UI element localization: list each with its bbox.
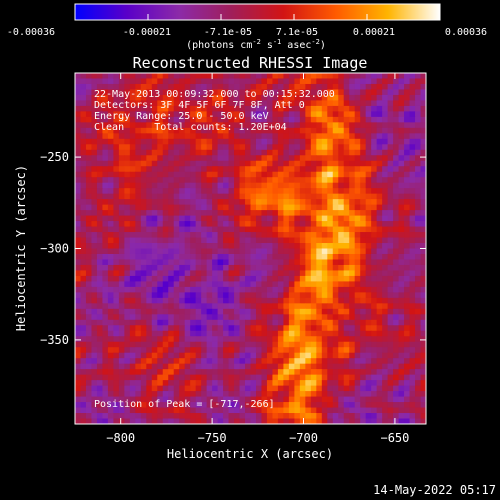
x-axis-label: Heliocentric X (arcsec) — [167, 447, 333, 461]
colorbar-tick-label: 0.00021 — [353, 27, 395, 38]
footer-timestamp: 14-May-2022 05:17 — [373, 483, 496, 497]
annotation-counts: Clean Total counts: 1.20E+04 — [94, 122, 287, 133]
annotation-peak-position: Position of Peak = [-717,-266] — [94, 399, 275, 410]
y-axis-label: Heliocentric Y (arcsec) — [14, 165, 28, 331]
colorbar — [74, 3, 441, 21]
x-axis-ticks: −800 −750 −700 −650 — [106, 73, 409, 445]
x-tick-label: −700 — [289, 431, 318, 445]
colorbar-tick-label: -0.00036 — [7, 27, 55, 38]
x-tick-label: −800 — [106, 431, 135, 445]
x-tick-label: −750 — [198, 431, 227, 445]
colorbar-tick-label: -0.00021 — [123, 27, 171, 38]
chart-title: Reconstructed RHESSI Image — [133, 54, 368, 72]
x-tick-label: −650 — [380, 431, 409, 445]
y-tick-label: −250 — [40, 150, 69, 164]
colorbar-tick-label: -7.1e-05 — [204, 27, 252, 38]
colorbar-tick-label: 7.1e-05 — [276, 27, 318, 38]
colorbar-units: (photons cm-2 s-1 asec-2) — [186, 38, 326, 51]
colorbar-tick-label: 0.00036 — [445, 27, 487, 38]
colorbar-ticks — [74, 14, 441, 20]
heatmap-image — [75, 73, 426, 424]
y-axis-ticks: −250 −300 −350 — [40, 150, 426, 347]
annotation-detectors: Detectors: 3F 4F 5F 6F 7F 8F, Att 0 — [94, 100, 305, 111]
y-tick-label: −350 — [40, 333, 69, 347]
annotation-energy-range: Energy Range: 25.0 - 50.0 keV — [94, 111, 269, 122]
annotation-time-range: 22-May-2013 00:09:32.000 to 00:15:32.000 — [94, 89, 335, 100]
y-tick-label: −300 — [40, 242, 69, 256]
